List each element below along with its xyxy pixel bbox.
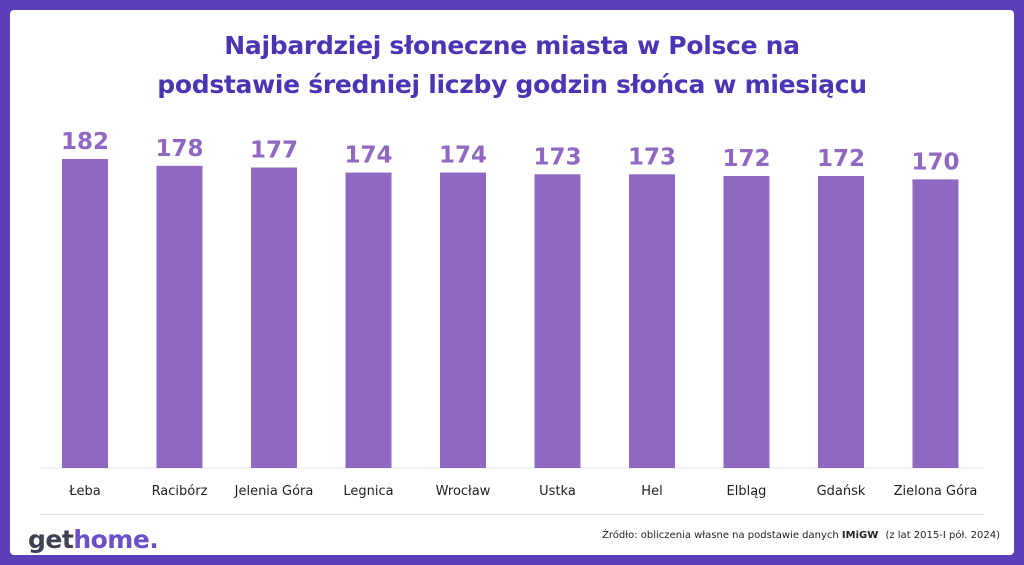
category-label: Gdańsk bbox=[817, 484, 866, 499]
bar-3 bbox=[251, 167, 297, 468]
category-label: Wrocław bbox=[436, 484, 491, 499]
category-label: Racibórz bbox=[152, 484, 208, 499]
bar-value-label: 172 bbox=[722, 146, 770, 172]
bar-7 bbox=[629, 174, 675, 468]
bar-value-label: 177 bbox=[250, 137, 298, 163]
bar-6 bbox=[534, 174, 581, 468]
bar-1 bbox=[62, 159, 108, 468]
chart-title-line-2: podstawie średniej liczby godzin słońca … bbox=[157, 70, 867, 99]
chart-title-line-1: Najbardziej słoneczne miasta w Polsce na bbox=[224, 31, 800, 60]
bar-10 bbox=[912, 179, 959, 468]
bar-value-label: 173 bbox=[628, 144, 676, 170]
bar-9 bbox=[818, 175, 864, 468]
bar-5 bbox=[440, 172, 486, 469]
source-prefix: Źródło: obliczenia własne na podstawie d… bbox=[602, 530, 839, 541]
bar-4 bbox=[345, 172, 392, 469]
bar-value-label: 170 bbox=[911, 149, 959, 175]
category-label: Elbląg bbox=[727, 484, 767, 499]
category-label: Jelenia Góra bbox=[234, 484, 314, 499]
bar-value-label: 174 bbox=[344, 143, 392, 169]
bar-chart: 182 Łeba 178 Racibórz 177 Jelenia Góra 174 Legn… bbox=[40, 129, 984, 499]
chart-title: Najbardziej słoneczne miasta w Polsce na… bbox=[10, 26, 1014, 104]
logo-text-get: get bbox=[28, 525, 74, 554]
category-label: Zielona Góra bbox=[894, 484, 978, 499]
category-label: Łeba bbox=[68, 484, 101, 499]
bars-group: 182 Łeba 178 Racibórz 177 Jelenia Góra 174 Legn… bbox=[61, 129, 977, 499]
footer-divider bbox=[40, 514, 984, 515]
chart-frame: Najbardziej słoneczne miasta w Polsce na… bbox=[10, 10, 1014, 555]
logo-text-home: home. bbox=[73, 525, 159, 554]
category-label: Legnica bbox=[343, 484, 393, 499]
bar-2 bbox=[156, 165, 203, 469]
category-label: Ustka bbox=[539, 484, 576, 499]
category-label: Hel bbox=[641, 484, 662, 499]
bar-8 bbox=[723, 175, 770, 468]
bar-value-label: 173 bbox=[533, 144, 581, 170]
source-suffix: (z lat 2015-I pół. 2024) bbox=[885, 530, 1000, 541]
gethome-logo: gethome. bbox=[28, 525, 159, 554]
bar-value-label: 182 bbox=[61, 129, 109, 155]
source-note: Źródło: obliczenia własne na podstawie d… bbox=[602, 530, 1000, 541]
bar-value-label: 174 bbox=[439, 143, 487, 169]
source-bold: IMiGW bbox=[841, 530, 879, 541]
bar-value-label: 172 bbox=[817, 146, 865, 172]
bar-value-label: 178 bbox=[155, 136, 203, 162]
